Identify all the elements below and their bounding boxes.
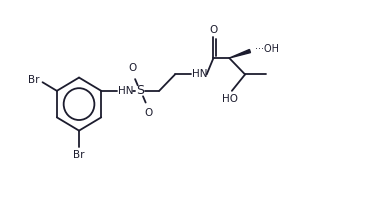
- Text: O: O: [128, 63, 136, 73]
- Text: HO: HO: [222, 94, 238, 104]
- Text: Br: Br: [73, 150, 85, 160]
- Polygon shape: [229, 49, 251, 58]
- Text: HN: HN: [192, 69, 207, 79]
- Text: O: O: [209, 25, 218, 35]
- Text: HN: HN: [118, 86, 133, 96]
- Text: O: O: [144, 108, 153, 118]
- Text: ···OH: ···OH: [255, 44, 279, 54]
- Text: Br: Br: [28, 75, 40, 85]
- Text: S: S: [136, 84, 144, 97]
